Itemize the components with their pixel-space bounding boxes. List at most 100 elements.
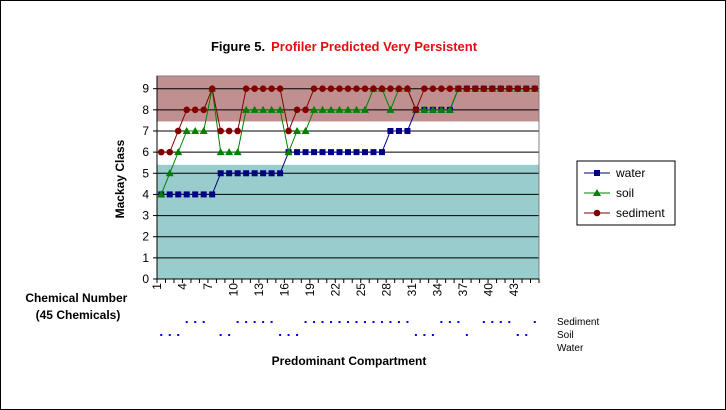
point-sediment-10 xyxy=(234,127,241,135)
y-tick-label-2: 2 xyxy=(142,230,149,244)
point-sediment-12 xyxy=(251,85,258,92)
x-axis-label-line-1: Chemical Number xyxy=(25,291,127,305)
point-soil-33 xyxy=(428,105,437,113)
point-sediment-39 xyxy=(480,85,488,92)
legend: water soil sediment xyxy=(576,160,676,226)
point-sediment-19 xyxy=(310,85,318,92)
point-water-10 xyxy=(234,170,241,177)
x-tick-label-31: 31 xyxy=(405,283,419,297)
point-water-26 xyxy=(370,149,377,156)
compartment-dot-soil-1 xyxy=(160,334,163,336)
compartment-dot-soil-17 xyxy=(296,334,299,336)
compartment-dot-sediment-4 xyxy=(185,321,188,323)
point-soil-5 xyxy=(191,126,200,134)
point-sediment-43 xyxy=(514,85,522,92)
x-axis-label: Chemical Number (45 Chemicals) xyxy=(25,291,130,322)
compartment-dot-sediment-35 xyxy=(448,321,451,323)
point-sediment-4 xyxy=(183,106,191,114)
x-tick-label-10: 10 xyxy=(227,283,241,297)
point-soil-8 xyxy=(216,148,225,156)
y-tick-label-0: 0 xyxy=(142,272,149,286)
point-soil-11 xyxy=(242,105,251,113)
point-soil-32 xyxy=(420,105,429,113)
point-water-2 xyxy=(166,191,173,198)
point-water-3 xyxy=(175,191,182,198)
point-sediment-7 xyxy=(208,85,216,92)
legend-label-water: water xyxy=(615,166,645,180)
point-water-17 xyxy=(294,149,301,156)
compartment-dot-sediment-19 xyxy=(313,321,316,323)
point-soil-9 xyxy=(225,148,234,156)
point-sediment-14 xyxy=(268,85,275,92)
x-tick-label-28: 28 xyxy=(379,283,393,297)
compartment-dot-sediment-39 xyxy=(482,321,485,323)
chart-title-main: Figure 5. xyxy=(211,39,265,54)
point-sediment-36 xyxy=(455,85,462,92)
compartment-dot-sediment-6 xyxy=(202,321,205,323)
point-water-5 xyxy=(192,191,199,198)
compartment-dot-sediment-10 xyxy=(236,321,239,323)
compartment-dot-sediment-14 xyxy=(270,321,273,323)
point-sediment-26 xyxy=(370,85,377,92)
point-sediment-30 xyxy=(404,85,411,92)
point-sediment-42 xyxy=(505,85,513,92)
point-sediment-5 xyxy=(191,106,199,114)
chart-title: Figure 5. Profiler Predicted Very Persist… xyxy=(211,39,478,54)
point-sediment-6 xyxy=(200,106,207,114)
compartment-axis-label: Predominant Compartment xyxy=(272,354,427,368)
compartment-dot-sediment-23 xyxy=(347,321,349,323)
y-tick-label-5: 5 xyxy=(142,166,149,180)
point-sediment-21 xyxy=(327,85,335,92)
chart-subtitle: Profiler Predicted Very Persistent xyxy=(271,39,478,54)
compartment-dot-sediment-40 xyxy=(491,321,494,323)
point-water-11 xyxy=(243,170,250,177)
point-sediment-17 xyxy=(293,106,301,114)
point-water-20 xyxy=(319,149,326,156)
compartment-dot-soil-9 xyxy=(228,334,231,336)
compartment-label-soil: Soil xyxy=(557,330,574,341)
point-sediment-31 xyxy=(412,106,420,114)
compartment-dot-soil-37 xyxy=(465,334,468,336)
x-tick-label-34: 34 xyxy=(430,283,444,297)
point-soil-24 xyxy=(352,105,361,113)
compartment-dot-soil-2 xyxy=(168,334,171,336)
point-soil-12 xyxy=(250,105,259,113)
point-water-9 xyxy=(226,170,233,177)
compartment-dot-sediment-45 xyxy=(533,321,536,323)
point-sediment-15 xyxy=(276,85,284,92)
x-tick-label-43: 43 xyxy=(507,283,521,297)
point-water-4 xyxy=(183,191,190,198)
point-soil-16 xyxy=(284,148,293,156)
point-soil-23 xyxy=(344,105,352,113)
y-tick-label-6: 6 xyxy=(142,145,149,159)
y-tick-label-9: 9 xyxy=(142,82,149,96)
compartment-row-soil: Soil xyxy=(160,330,574,341)
y-tick-label-8: 8 xyxy=(142,103,149,117)
x-tick-label-13: 13 xyxy=(252,283,266,297)
x-axis-label-line-2: (45 Chemicals) xyxy=(36,308,121,322)
compartment-dot-sediment-20 xyxy=(321,321,324,323)
point-sediment-32 xyxy=(421,85,428,92)
compartment-dot-sediment-27 xyxy=(380,321,383,323)
point-sediment-40 xyxy=(489,85,496,92)
point-soil-10 xyxy=(233,148,242,156)
y-axis-label: Mackay Class xyxy=(113,139,127,218)
point-water-25 xyxy=(361,149,368,156)
point-sediment-24 xyxy=(353,85,360,92)
point-water-22 xyxy=(336,149,343,156)
point-water-19 xyxy=(311,149,318,156)
point-sediment-8 xyxy=(217,127,224,135)
legend-label-sediment: sediment xyxy=(616,206,665,220)
compartment-dot-sediment-34 xyxy=(440,321,443,323)
band-1 xyxy=(157,76,539,122)
x-tick-label-22: 22 xyxy=(329,283,343,297)
point-sediment-2 xyxy=(166,148,174,156)
compartment-rows: Sediment Soil Water xyxy=(160,317,599,354)
point-sediment-35 xyxy=(446,85,454,92)
compartment-dot-sediment-24 xyxy=(355,321,358,323)
x-tick-label-19: 19 xyxy=(303,283,317,297)
point-soil-17 xyxy=(293,126,302,134)
point-soil-2 xyxy=(165,169,174,177)
